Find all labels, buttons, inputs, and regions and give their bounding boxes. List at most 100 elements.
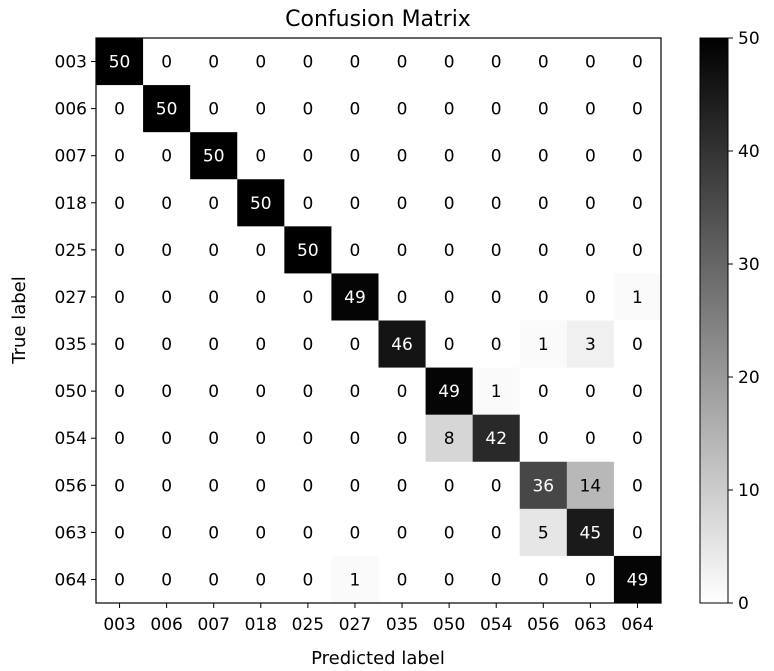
matrix-cell xyxy=(284,226,332,274)
cell-value-label: 0 xyxy=(491,241,502,261)
matrix-cell xyxy=(425,320,474,369)
matrix-cell xyxy=(143,132,191,180)
cell-value-label: 0 xyxy=(538,429,549,449)
matrix-cell xyxy=(96,461,144,510)
matrix-cell xyxy=(425,38,474,86)
matrix-cell xyxy=(519,367,568,416)
cell-value-label: 50 xyxy=(156,100,178,120)
cell-value-label: 0 xyxy=(302,382,313,402)
matrix-cell xyxy=(613,179,662,227)
cell-value-label: 0 xyxy=(632,241,643,261)
cell-value-label: 0 xyxy=(632,382,643,402)
cell-value-label: 42 xyxy=(485,429,507,449)
cell-value-label: 0 xyxy=(585,288,596,308)
matrix-cell xyxy=(425,555,474,604)
x-tick-label: 027 xyxy=(339,615,371,635)
matrix-cell xyxy=(519,85,568,133)
cell-value-label: 0 xyxy=(350,241,361,261)
cell-value-label: 0 xyxy=(208,382,219,402)
matrix-cell xyxy=(331,179,379,227)
matrix-cell xyxy=(284,85,332,133)
matrix-cell xyxy=(190,273,238,321)
matrix-cell xyxy=(96,414,144,463)
cell-value-label: 0 xyxy=(538,241,549,261)
matrix-cell xyxy=(472,85,521,133)
matrix-cell xyxy=(284,461,332,510)
matrix-cell xyxy=(190,367,238,416)
cell-value-label: 0 xyxy=(538,194,549,214)
matrix-cell xyxy=(96,555,144,604)
matrix-cell xyxy=(566,38,615,86)
matrix-cell xyxy=(519,179,568,227)
matrix-cell xyxy=(378,461,427,510)
cell-value-label: 0 xyxy=(444,288,455,308)
matrix-cell xyxy=(237,85,285,133)
matrix-cell xyxy=(378,273,427,321)
cell-value-label: 0 xyxy=(397,241,408,261)
y-tick-label: 006 xyxy=(55,100,87,120)
cell-value-label: 0 xyxy=(208,194,219,214)
matrix-cell xyxy=(331,85,379,133)
matrix-cell xyxy=(519,320,568,369)
cell-value-label: 0 xyxy=(350,194,361,214)
matrix-cell xyxy=(378,226,427,274)
cell-value-label: 0 xyxy=(208,523,219,543)
x-tick-label: 054 xyxy=(480,615,512,635)
matrix-cell xyxy=(284,555,332,604)
matrix-cell xyxy=(472,226,521,274)
matrix-cell xyxy=(566,85,615,133)
y-tick-label: 035 xyxy=(55,335,87,355)
cell-value-label: 49 xyxy=(627,570,649,590)
cell-value-label: 0 xyxy=(632,523,643,543)
x-tick-label: 050 xyxy=(433,615,465,635)
matrix-cell xyxy=(284,367,332,416)
cell-value-label: 0 xyxy=(208,335,219,355)
cell-value-label: 0 xyxy=(302,523,313,543)
cell-value-label: 45 xyxy=(580,523,602,543)
cell-value-label: 50 xyxy=(109,53,131,73)
colorbar-tick-label: 10 xyxy=(738,481,760,501)
cell-value-label: 0 xyxy=(538,147,549,167)
cell-value-label: 8 xyxy=(444,429,455,449)
matrix-cell xyxy=(613,132,662,180)
matrix-cell xyxy=(425,132,474,180)
cell-value-label: 0 xyxy=(350,382,361,402)
matrix-cell xyxy=(519,273,568,321)
x-tick-label: 006 xyxy=(150,615,182,635)
matrix-cell xyxy=(331,367,379,416)
matrix-cell xyxy=(566,320,615,369)
cell-value-label: 0 xyxy=(350,147,361,167)
x-tick-label: 003 xyxy=(103,615,135,635)
matrix-cell xyxy=(190,38,238,86)
cell-value-label: 0 xyxy=(350,335,361,355)
cell-value-label: 0 xyxy=(161,335,172,355)
colorbar-tick-label: 50 xyxy=(738,29,760,49)
matrix-cell xyxy=(519,38,568,86)
cell-value-label: 0 xyxy=(538,570,549,590)
matrix-cell xyxy=(143,508,191,557)
y-tick-label: 025 xyxy=(55,241,87,261)
cell-value-label: 0 xyxy=(161,241,172,261)
matrix-cell xyxy=(566,367,615,416)
cell-value-label: 0 xyxy=(491,335,502,355)
cell-value-label: 0 xyxy=(208,476,219,496)
matrix-cell xyxy=(378,38,427,86)
x-tick-label: 007 xyxy=(197,615,229,635)
matrix-cell xyxy=(284,273,332,321)
matrix-cell xyxy=(519,461,568,510)
matrix-cell xyxy=(237,414,285,463)
matrix-cell xyxy=(237,555,285,604)
y-tick-label: 027 xyxy=(55,288,87,308)
x-tick-label: 025 xyxy=(292,615,324,635)
matrix-cell xyxy=(143,555,191,604)
cell-value-label: 49 xyxy=(344,288,366,308)
cell-value-label: 0 xyxy=(255,476,266,496)
matrix-cell xyxy=(143,367,191,416)
matrix-cell xyxy=(237,273,285,321)
cell-value-label: 0 xyxy=(114,100,125,120)
matrix-cell xyxy=(143,273,191,321)
x-tick-label: 035 xyxy=(386,615,418,635)
cell-value-label: 0 xyxy=(255,53,266,73)
cell-value-label: 0 xyxy=(491,570,502,590)
matrix-cell xyxy=(190,179,238,227)
